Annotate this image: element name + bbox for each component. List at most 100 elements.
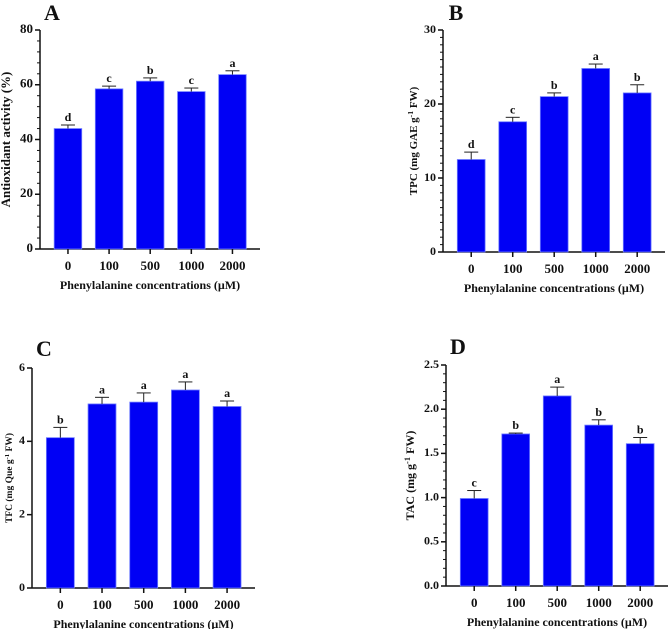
bar xyxy=(581,68,611,253)
significance-letter: b xyxy=(637,422,644,436)
x-axis-label: Phenylalanine concentrations (µM) xyxy=(464,281,644,295)
y-axis-label-text: Antioxidant activity (%) xyxy=(0,72,13,208)
x-tick-label: 500 xyxy=(544,261,564,276)
y-tick-label: 2.5 xyxy=(424,357,439,371)
significance-letter: a xyxy=(229,56,235,70)
significance-letter: a xyxy=(593,49,599,63)
x-tick-label: 2000 xyxy=(219,258,245,273)
y-tick-label: 2 xyxy=(19,506,25,520)
panel-b: B 0 10 20 30 TPC (mg GAE g-1 FW) d 0 c 100 b 500 a 10… xyxy=(406,0,665,295)
bar xyxy=(584,424,614,587)
significance-letter: c xyxy=(106,71,112,85)
y-tick-label: 0 xyxy=(27,240,34,255)
y-axis-label-superscript: -1 xyxy=(406,111,415,118)
x-tick-label: 100 xyxy=(503,261,523,276)
x-tick-label: 500 xyxy=(134,597,154,612)
y-axis-label: TFC (mg Que g-1 FW) xyxy=(4,433,16,523)
x-axis-label: Phenylalanine concentrations (µM) xyxy=(60,278,240,292)
y-tick-label: 4 xyxy=(19,433,25,447)
significance-letter: a xyxy=(141,378,147,392)
bar xyxy=(212,406,242,589)
y-axis-label: Antioxidant activity (%) xyxy=(0,72,13,208)
x-tick-label: 100 xyxy=(92,597,112,612)
panel-label: C xyxy=(36,336,52,361)
significance-letter: b xyxy=(634,70,641,84)
y-axis-label-superscript: -1 xyxy=(403,457,412,464)
significance-letter: c xyxy=(510,102,516,116)
bar xyxy=(136,80,165,250)
y-tick-label: 10 xyxy=(424,170,436,184)
significance-letter: c xyxy=(189,73,195,87)
x-tick-label: 1000 xyxy=(172,597,198,612)
bar xyxy=(622,92,652,253)
x-tick-label: 500 xyxy=(140,258,160,273)
y-tick-label: 80 xyxy=(20,21,33,36)
significance-letter: c xyxy=(472,476,478,490)
y-axis-label-text-end: FW) xyxy=(408,86,420,110)
bar xyxy=(87,403,117,589)
bar xyxy=(542,395,572,587)
y-tick-label: 60 xyxy=(20,76,33,91)
panel-a: A 0 20 40 60 80 Antioxidant activity (%) d 0 c 100… xyxy=(0,0,260,292)
significance-letter: b xyxy=(551,78,558,92)
y-axis-label: TAC (mg g-1 FW) xyxy=(403,431,418,521)
x-tick-label: 0 xyxy=(471,595,478,610)
panel-label: A xyxy=(44,0,60,25)
panel-label: B xyxy=(449,0,464,25)
bar xyxy=(177,91,206,250)
y-tick-label: 0 xyxy=(19,580,25,594)
y-tick-label: 30 xyxy=(424,22,436,36)
significance-letter: a xyxy=(224,386,230,400)
x-tick-label: 100 xyxy=(99,258,119,273)
significance-letter: a xyxy=(182,367,188,381)
panel-c: C 0 2 4 6 TFC (mg Que g-1 FW) b 0 a 100 a 500 a 1000 a… xyxy=(4,336,255,629)
y-axis-label-text: TPC (mg GAE g xyxy=(408,117,420,195)
x-tick-label: 0 xyxy=(65,258,72,273)
bar xyxy=(94,88,124,250)
x-tick-label: 100 xyxy=(506,595,526,610)
y-tick-label: 1.5 xyxy=(424,445,439,459)
x-tick-label: 2000 xyxy=(214,597,240,612)
y-axis-label-superscript: -1 xyxy=(4,454,11,460)
bar xyxy=(501,433,531,587)
x-tick-label: 1000 xyxy=(583,261,609,276)
bar xyxy=(456,159,486,253)
y-axis-label-text-end: FW) xyxy=(403,431,417,457)
bar xyxy=(625,443,655,587)
x-tick-label: 0 xyxy=(468,261,475,276)
bar xyxy=(498,121,528,253)
significance-letter: d xyxy=(65,110,72,124)
y-axis-label-text: TAC (mg g xyxy=(403,464,417,520)
significance-letter: b xyxy=(595,405,602,419)
bar xyxy=(53,128,83,250)
bar xyxy=(171,389,200,589)
bar xyxy=(459,498,489,587)
significance-letter: b xyxy=(147,63,154,77)
bar xyxy=(539,96,569,253)
y-tick-label: 40 xyxy=(20,130,33,145)
panel-label: D xyxy=(450,334,466,359)
panel-d: D 0.0 0.5 1.0 1.5 2.0 2.5 TAC (mg g-1 FW) c 0 b 100… xyxy=(403,334,668,629)
y-tick-label: 20 xyxy=(424,96,436,110)
y-tick-label: 0.5 xyxy=(424,534,439,548)
y-axis-label-text-end: FW) xyxy=(4,433,15,454)
y-tick-label: 0 xyxy=(430,244,436,258)
x-tick-label: 2000 xyxy=(624,261,650,276)
x-tick-label: 1000 xyxy=(586,595,612,610)
bar xyxy=(45,437,75,589)
y-tick-label: 0.0 xyxy=(424,578,439,592)
y-axis-label: TPC (mg GAE g-1 FW) xyxy=(406,86,421,195)
x-tick-label: 1000 xyxy=(178,258,204,273)
y-tick-label: 20 xyxy=(20,185,33,200)
significance-letter: b xyxy=(512,418,519,432)
y-tick-label: 1.0 xyxy=(424,489,439,503)
significance-letter: b xyxy=(57,412,64,426)
y-tick-label: 6 xyxy=(19,360,25,374)
x-tick-label: 500 xyxy=(547,595,567,610)
x-tick-label: 2000 xyxy=(627,595,653,610)
y-axis-label-text: TFC (mg Que g xyxy=(4,459,15,523)
bar xyxy=(218,74,247,250)
y-tick-label: 2.0 xyxy=(424,401,439,415)
significance-letter: a xyxy=(99,382,105,396)
